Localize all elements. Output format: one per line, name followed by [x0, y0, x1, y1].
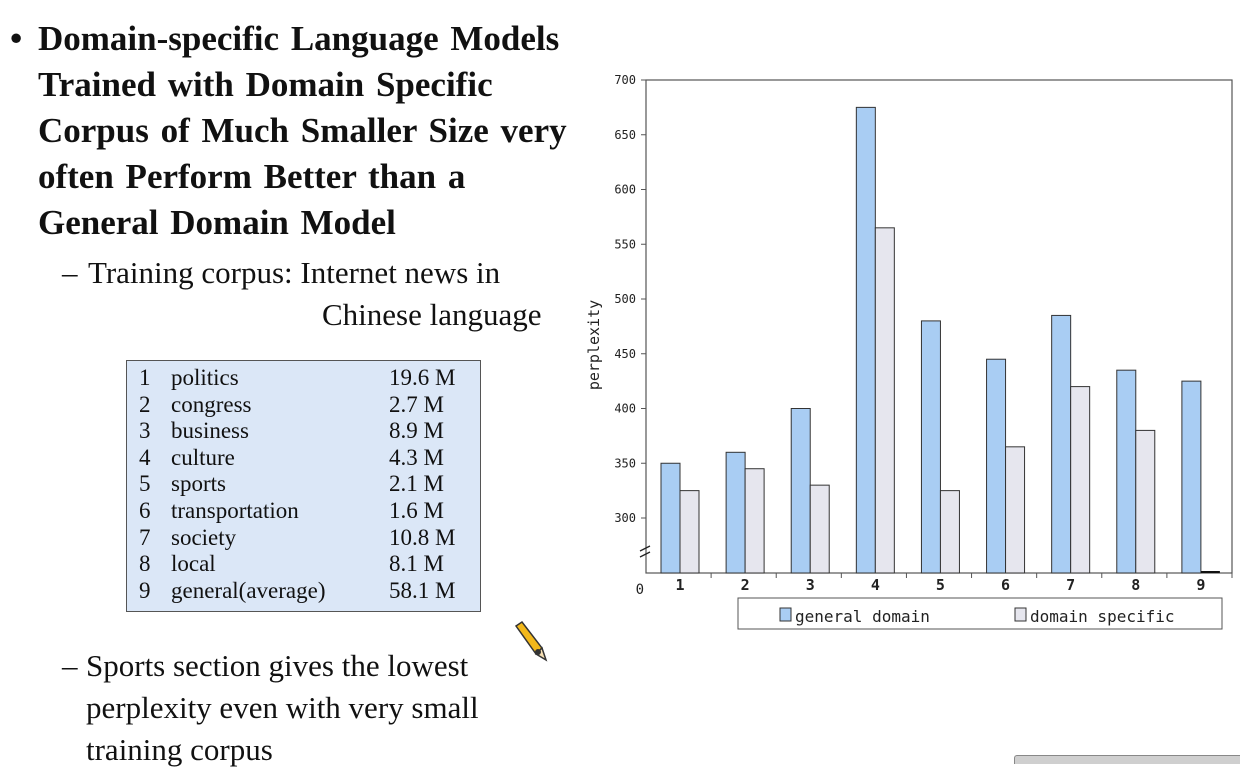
main-bullet: • Domain-specific Language Models Traine…	[10, 16, 610, 246]
legend-swatch	[1014, 607, 1027, 622]
y-tick-label: 500	[614, 292, 636, 306]
row-domain: local	[171, 551, 216, 577]
bar-domain-specific	[679, 490, 700, 574]
x-tick-label: 9	[1196, 576, 1205, 594]
table-row: 8 local 8.1 M	[127, 551, 480, 578]
table-row: 2 congress 2.7 M	[127, 392, 480, 419]
heading-line-1: Domain-specific Language Models	[38, 19, 560, 58]
table-row: 5 sports 2.1 M	[127, 471, 480, 498]
row-domain: business	[171, 418, 249, 444]
table-row: 7 society 10.8 M	[127, 525, 480, 552]
origin-label: 0	[636, 582, 644, 598]
bar-domain-specific	[939, 490, 960, 574]
table-row: 3 business 8.9 M	[127, 418, 480, 445]
training-corpus-bullet: – Training corpus: Internet news in Chin…	[62, 252, 542, 336]
row-domain: society	[171, 524, 237, 550]
table-row: 9 general(average) 58.1 M	[127, 578, 480, 605]
training-corpus-line-2: Chinese language	[322, 297, 542, 332]
bar-general-domain	[1116, 369, 1137, 574]
row-domain: politics	[171, 365, 239, 390]
row-number: 7	[139, 524, 151, 550]
x-tick-label: 4	[871, 576, 880, 594]
bar-domain-specific	[1005, 446, 1026, 574]
sub-dash: –	[62, 255, 78, 290]
row-number: 8	[139, 551, 151, 577]
bar-general-domain	[1181, 380, 1202, 574]
heading-line-5: General Domain Model	[38, 203, 396, 242]
table-row: 4 culture 4.3 M	[127, 445, 480, 472]
y-axis-break-mark	[639, 545, 651, 558]
y-tick-label: 600	[614, 183, 636, 197]
row-number: 6	[139, 498, 151, 523]
legend-label: general domain	[795, 607, 930, 626]
heading-line-2: Trained with Domain Specific	[38, 65, 493, 104]
row-domain: transportation	[171, 498, 299, 523]
pencil-cursor-icon	[514, 620, 548, 662]
x-tick-label: 3	[806, 576, 815, 594]
bar-general-domain	[920, 320, 941, 574]
sports-note-line-1: Sports section gives the lowest	[86, 648, 469, 683]
y-axis-title: perplexity	[585, 300, 603, 390]
row-domain: sports	[171, 471, 226, 497]
legend-label: domain specific	[1030, 607, 1175, 626]
bar-general-domain	[855, 106, 876, 574]
row-number: 4	[139, 444, 151, 470]
bar-general-domain	[986, 358, 1007, 574]
x-tick-label: 8	[1131, 576, 1140, 594]
bar-domain-specific	[809, 484, 830, 574]
row-size: 4.3 M	[389, 444, 444, 470]
row-size: 2.1 M	[389, 471, 444, 497]
row-domain: general(average)	[171, 577, 326, 603]
row-number: 5	[139, 471, 151, 497]
bar-general-domain	[1051, 314, 1072, 574]
training-corpus-line-1: Training corpus: Internet news in	[88, 255, 501, 290]
row-size: 2.7 M	[389, 391, 444, 417]
row-size: 8.9 M	[389, 418, 444, 444]
heading-line-4: often Perform Better than a	[38, 157, 466, 196]
row-number: 9	[139, 577, 151, 603]
sub-dash: –	[62, 648, 78, 683]
row-number: 1	[139, 365, 151, 390]
bar-domain-specific	[874, 227, 895, 574]
x-tick-label: 6	[1001, 576, 1010, 594]
bar-domain-specific	[1070, 386, 1091, 574]
y-tick-label: 300	[614, 511, 636, 525]
bar-general-domain	[790, 408, 811, 574]
sports-note-line-2: perplexity even with very small	[86, 690, 479, 725]
heading-line-3: Corpus of Much Smaller Size very	[38, 111, 567, 150]
bullet-glyph: •	[10, 19, 23, 58]
bar-general-domain	[660, 462, 681, 574]
bar-domain-specific	[1135, 429, 1156, 574]
row-domain: culture	[171, 444, 235, 470]
row-number: 3	[139, 418, 151, 444]
row-size: 8.1 M	[389, 551, 444, 577]
x-tick-label: 1	[675, 576, 684, 594]
bar-domain-specific	[744, 468, 765, 574]
y-tick-label: 400	[614, 402, 636, 416]
sports-note-line-3: training corpus	[86, 732, 273, 767]
y-tick-label: 650	[614, 128, 636, 142]
row-number: 2	[139, 391, 151, 417]
x-tick-label: 7	[1066, 576, 1075, 594]
row-size: 58.1 M	[389, 577, 456, 603]
corpus-size-table: 1 politics 19.6 M 2 congress 2.7 M 3 bus…	[126, 360, 481, 612]
table-row: 6 transportation 1.6 M	[127, 498, 480, 525]
y-tick-label: 550	[614, 237, 636, 251]
y-tick-label: 350	[614, 456, 636, 470]
row-size: 19.6 M	[389, 365, 456, 390]
player-control-bar[interactable]	[1014, 755, 1240, 764]
row-size: 10.8 M	[389, 524, 456, 550]
legend-box	[737, 597, 1223, 630]
legend-swatch	[779, 607, 792, 622]
row-size: 1.6 M	[389, 498, 444, 523]
row-domain: congress	[171, 391, 252, 417]
bar-general-domain	[725, 451, 746, 574]
y-tick-label: 450	[614, 347, 636, 361]
x-tick-label: 5	[936, 576, 945, 594]
x-tick-label: 2	[741, 576, 750, 594]
table-row: 1 politics 19.6 M	[127, 365, 480, 392]
y-tick-label: 700	[614, 73, 636, 87]
sports-note-bullet: – Sports section gives the lowest perple…	[62, 645, 479, 771]
